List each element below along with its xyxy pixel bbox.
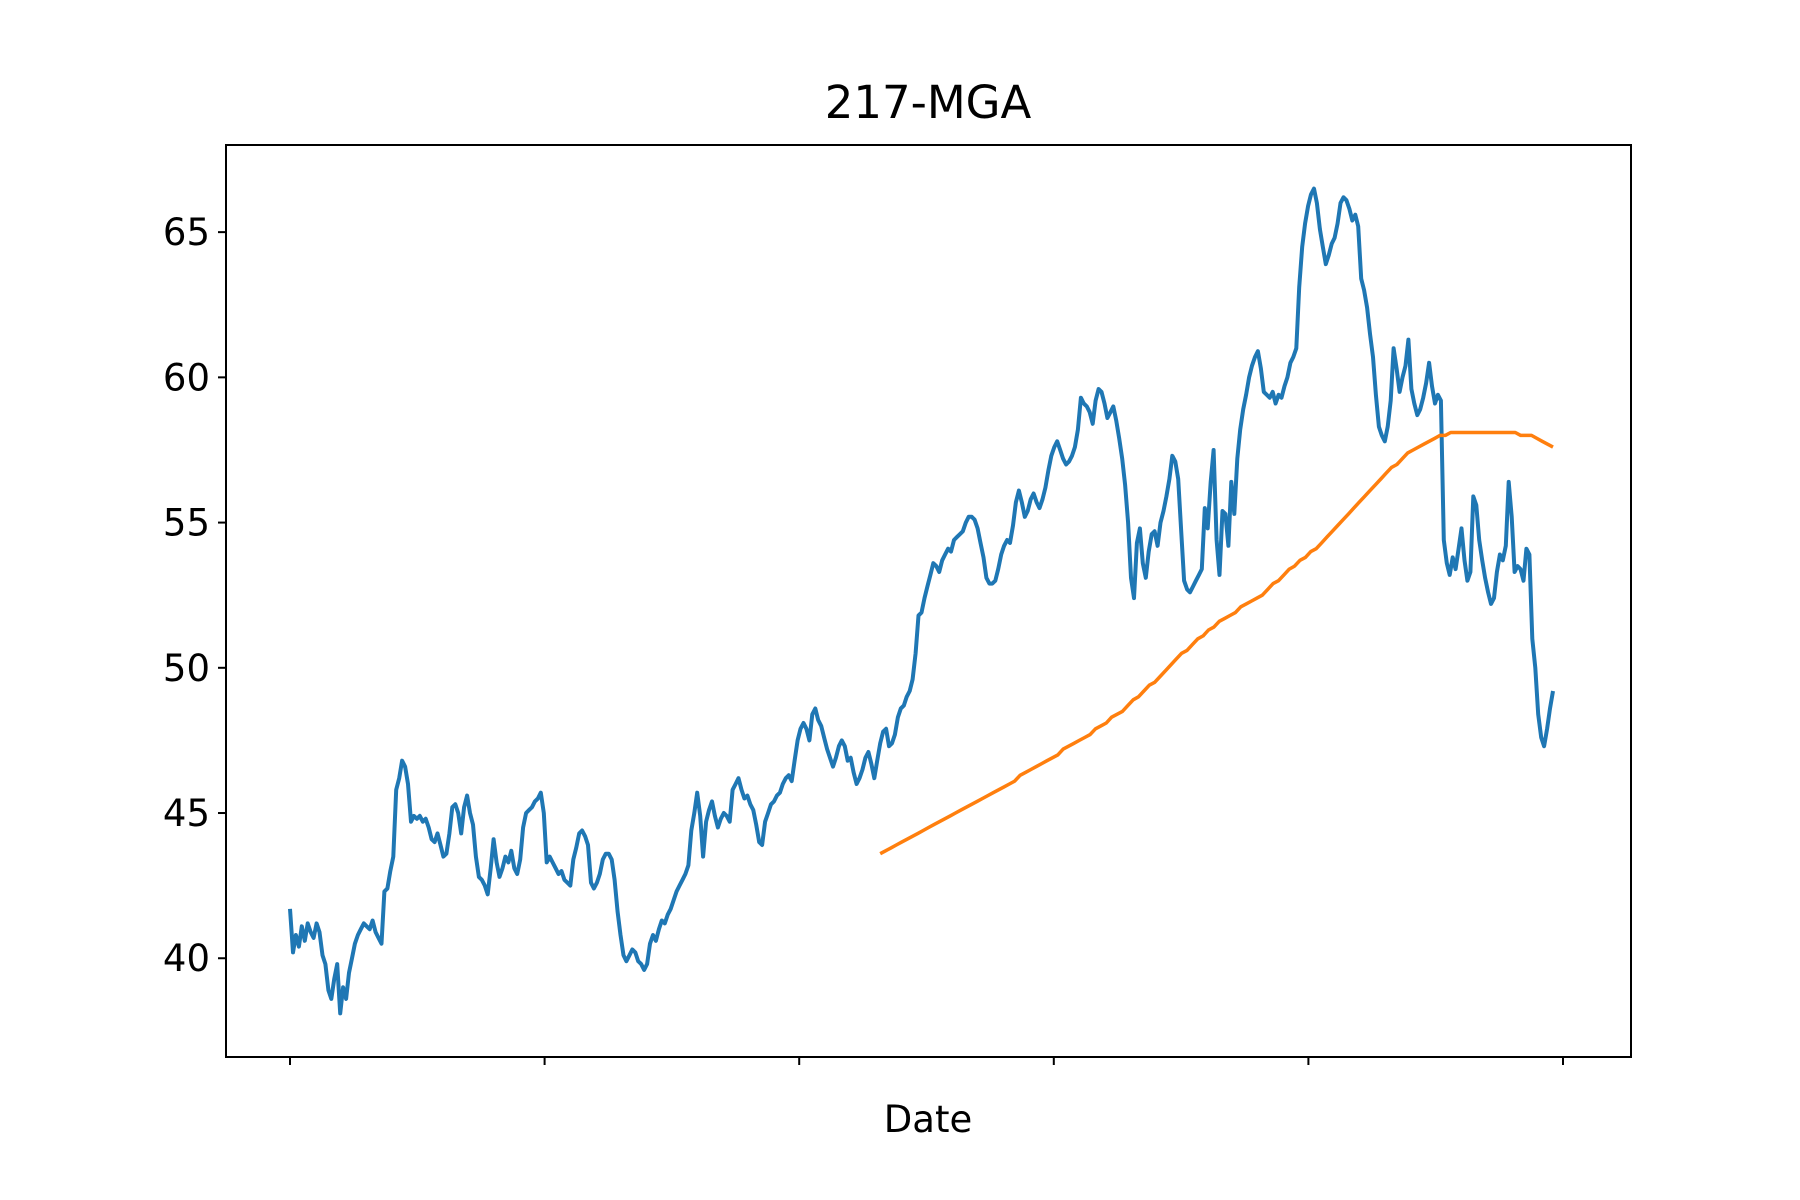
y-tick-label: 40: [163, 937, 210, 980]
y-tick-label: 45: [163, 792, 210, 835]
x-axis: [289, 1057, 1564, 1065]
series-line-price: [288, 186, 1555, 1016]
series-line-moving-average: [879, 430, 1554, 856]
chart-title: 217-MGA: [825, 76, 1032, 129]
series-layer: [288, 186, 1555, 1016]
y-tick-label: 60: [163, 356, 210, 399]
y-tick-label: 50: [163, 647, 210, 690]
y-tick-label: 55: [163, 502, 210, 545]
plot-frame: [225, 144, 1632, 1058]
x-axis-label: Date: [884, 1098, 972, 1141]
y-tick-label: 65: [163, 211, 210, 254]
y-axis: 40 45 50 55 60 65: [163, 211, 226, 980]
